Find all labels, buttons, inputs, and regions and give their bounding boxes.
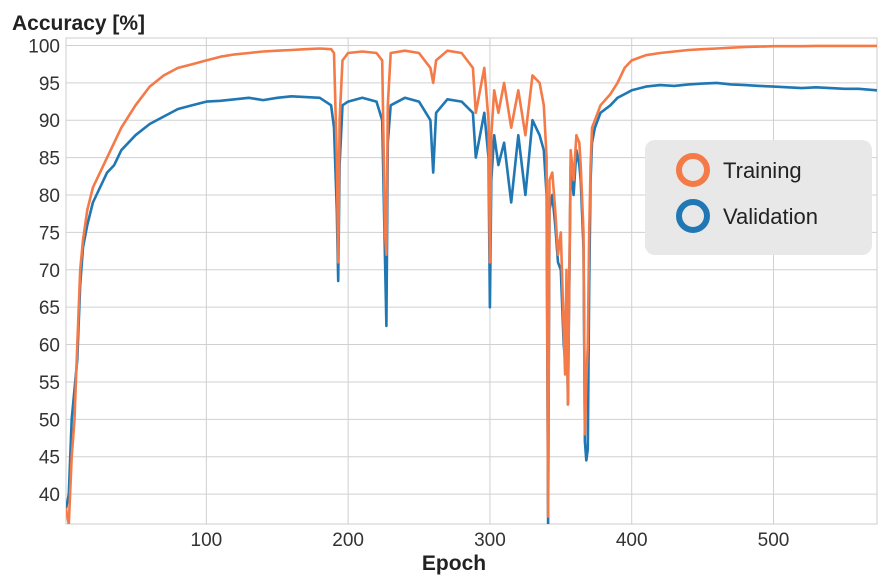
- x-tick-label: 200: [332, 530, 364, 551]
- y-tick-label: 95: [39, 74, 60, 95]
- y-tick-label: 50: [39, 410, 60, 431]
- y-tick-label: 40: [39, 485, 60, 506]
- tick-labels: 40 45 50 55 60 65 70 75 80 85 90 95 100 100 200 300 400 5…: [28, 36, 789, 551]
- x-tick-label: 300: [474, 530, 506, 551]
- x-tick-label: 100: [191, 530, 223, 551]
- y-tick-label: 60: [39, 336, 60, 357]
- legend-validation-swatch: [676, 199, 710, 233]
- series-lines: [66, 44, 877, 524]
- y-tick-label: 85: [39, 149, 60, 170]
- legend-validation-label: Validation: [723, 204, 818, 229]
- x-axis-title: Epoch: [422, 552, 486, 575]
- legend: Training Validation: [645, 140, 872, 255]
- y-tick-label: 75: [39, 223, 60, 244]
- y-tick-label: 55: [39, 373, 60, 394]
- legend-training-label: Training: [723, 158, 802, 183]
- legend-training-swatch: [676, 153, 710, 187]
- y-tick-label: 65: [39, 298, 60, 319]
- x-tick-label: 400: [616, 530, 648, 551]
- series-line-training: [66, 44, 877, 524]
- y-tick-label: 100: [28, 36, 60, 57]
- series-line-validation: [66, 81, 877, 524]
- y-tick-label: 80: [39, 186, 60, 207]
- y-axis-title: Accuracy [%]: [12, 12, 145, 35]
- y-tick-label: 90: [39, 111, 60, 132]
- y-tick-label: 45: [39, 448, 60, 469]
- x-tick-label: 500: [758, 530, 790, 551]
- y-tick-label: 70: [39, 261, 60, 282]
- plot-frame: [65, 37, 878, 525]
